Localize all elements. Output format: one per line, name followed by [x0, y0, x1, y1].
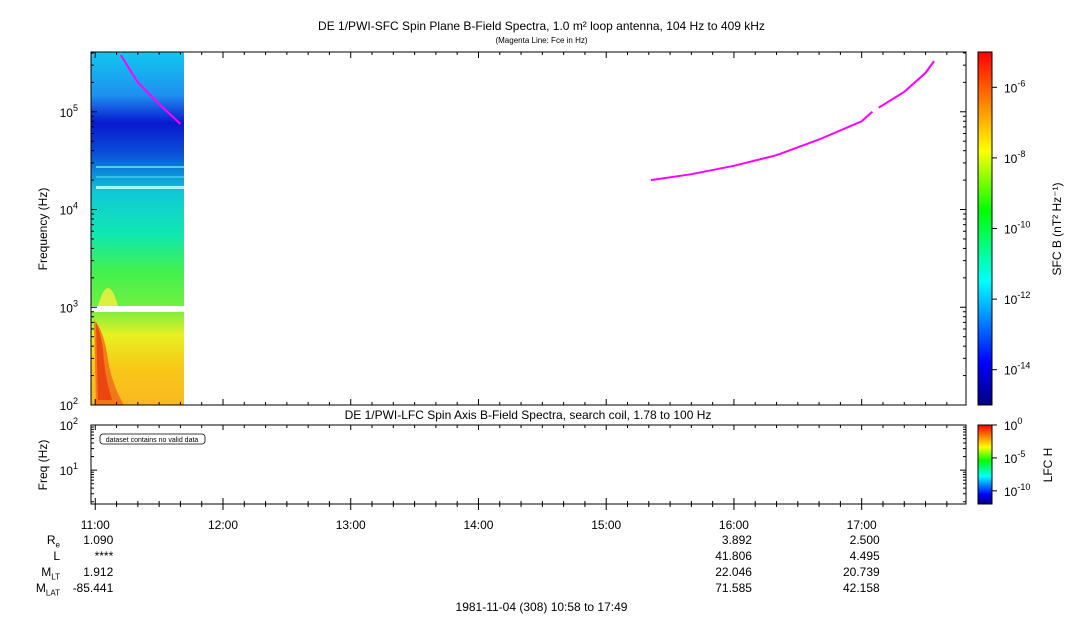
ephemeris-value: 3.892	[721, 533, 752, 547]
ephemeris-value: 71.585	[715, 581, 752, 595]
colorbar-tick-label: 10-6	[1004, 78, 1025, 95]
fce-line-segment	[878, 60, 935, 109]
panel2-y-ticks: 101 102	[60, 416, 966, 503]
fce-line-segment	[119, 54, 182, 125]
colorbar-tick-label: 10-14	[1004, 361, 1030, 378]
panel2-frame	[90, 424, 967, 505]
panel2-title: DE 1/PWI-LFC Spin Axis B-Field Spectra, …	[344, 408, 712, 422]
panel1-title: DE 1/PWI-SFC Spin Plane B-Field Spectra,…	[318, 19, 765, 33]
fce-line-segment	[650, 111, 873, 182]
ephemeris-value: ****	[94, 549, 114, 563]
colorbar-tick-label: 10-8	[1004, 149, 1025, 166]
spectrogram-hiss-feature	[98, 288, 118, 306]
panel1-spectrogram	[91, 52, 184, 405]
colorbar-tick-label: 10-5	[1004, 449, 1025, 466]
spectrogram-interference-line	[96, 176, 184, 178]
y-tick-label: 105	[60, 103, 78, 120]
ephemeris-value: 42.158	[842, 581, 880, 595]
panel1-frame	[90, 51, 967, 406]
no-data-note-box	[99, 433, 206, 445]
panel1-colorbar	[977, 51, 993, 406]
ephemeris-value: 1.090	[83, 533, 114, 547]
spectrogram-interference-line	[96, 166, 184, 168]
x-tick-label: 14:00	[463, 518, 493, 532]
ephemeris-label: L	[53, 549, 60, 563]
ephemeris-label: MLAT	[35, 581, 60, 598]
colorbar-tick-label: 10-10	[1004, 220, 1030, 237]
panel1-colorbar-ticks: 10-14 10-12 10-10 10-8 10-6	[992, 78, 1030, 378]
y-tick-label: 103	[60, 298, 78, 315]
x-axis-ticks: 11:00 12:00 13:00 14:00 15:00 16:00 17:00	[81, 52, 948, 532]
panel2-ylabel: Freq (Hz)	[36, 440, 50, 491]
ephemeris-value: 41.806	[715, 549, 752, 563]
panel2-colorbar-ticks: 10-10 10-5 100	[992, 416, 1030, 499]
x-tick-label: 13:00	[336, 518, 366, 532]
x-tick-label: 15:00	[591, 518, 621, 532]
panel1-colorbar-label: SFC B (nT² Hz⁻¹)	[1050, 183, 1064, 276]
panel2-colorbar-label: LFC H	[1041, 448, 1055, 483]
ephemeris-value: 2.500	[849, 533, 880, 547]
ephemeris-value: 22.046	[715, 565, 752, 579]
y-tick-label: 102	[60, 416, 78, 433]
spectrogram-interference-line	[96, 186, 184, 189]
y-tick-label: 102	[60, 396, 78, 413]
x-tick-label: 12:00	[208, 518, 238, 532]
panel2-colorbar	[977, 424, 993, 505]
ephemeris-value: -85.441	[72, 581, 114, 595]
ephemeris-label: MLT	[41, 565, 60, 582]
y-tick-label: 101	[60, 461, 78, 478]
colorbar-tick-label: 100	[1004, 416, 1022, 433]
panel1-ylabel: Frequency (Hz)	[36, 188, 50, 271]
x-tick-label: 17:00	[847, 518, 877, 532]
y-tick-label: 104	[60, 201, 78, 218]
colorbar-tick-label: 10-10	[1004, 482, 1030, 499]
colorbar-tick-label: 10-12	[1004, 290, 1030, 307]
ephemeris-value: 20.739	[842, 565, 880, 579]
panel1-subtitle: (Magenta Line: Fce in Hz)	[495, 36, 588, 45]
panel1-y-ticks: 102 103 104 105	[60, 52, 966, 413]
time-range-footer: 1981-11-04 (308) 10:58 to 17:49	[455, 600, 628, 614]
ephemeris-label: Re	[46, 533, 60, 550]
ephemeris-value: 4.495	[849, 549, 880, 563]
fce-line	[119, 54, 935, 182]
ephemeris-value: 1.912	[83, 565, 114, 579]
spectrogram-upper-band	[91, 52, 184, 306]
x-tick-label: 16:00	[719, 518, 749, 532]
x-tick-label: 11:00	[81, 518, 110, 532]
no-data-note: dataset contains no valid data	[106, 437, 199, 444]
spectrogram-intense-core	[96, 322, 112, 400]
